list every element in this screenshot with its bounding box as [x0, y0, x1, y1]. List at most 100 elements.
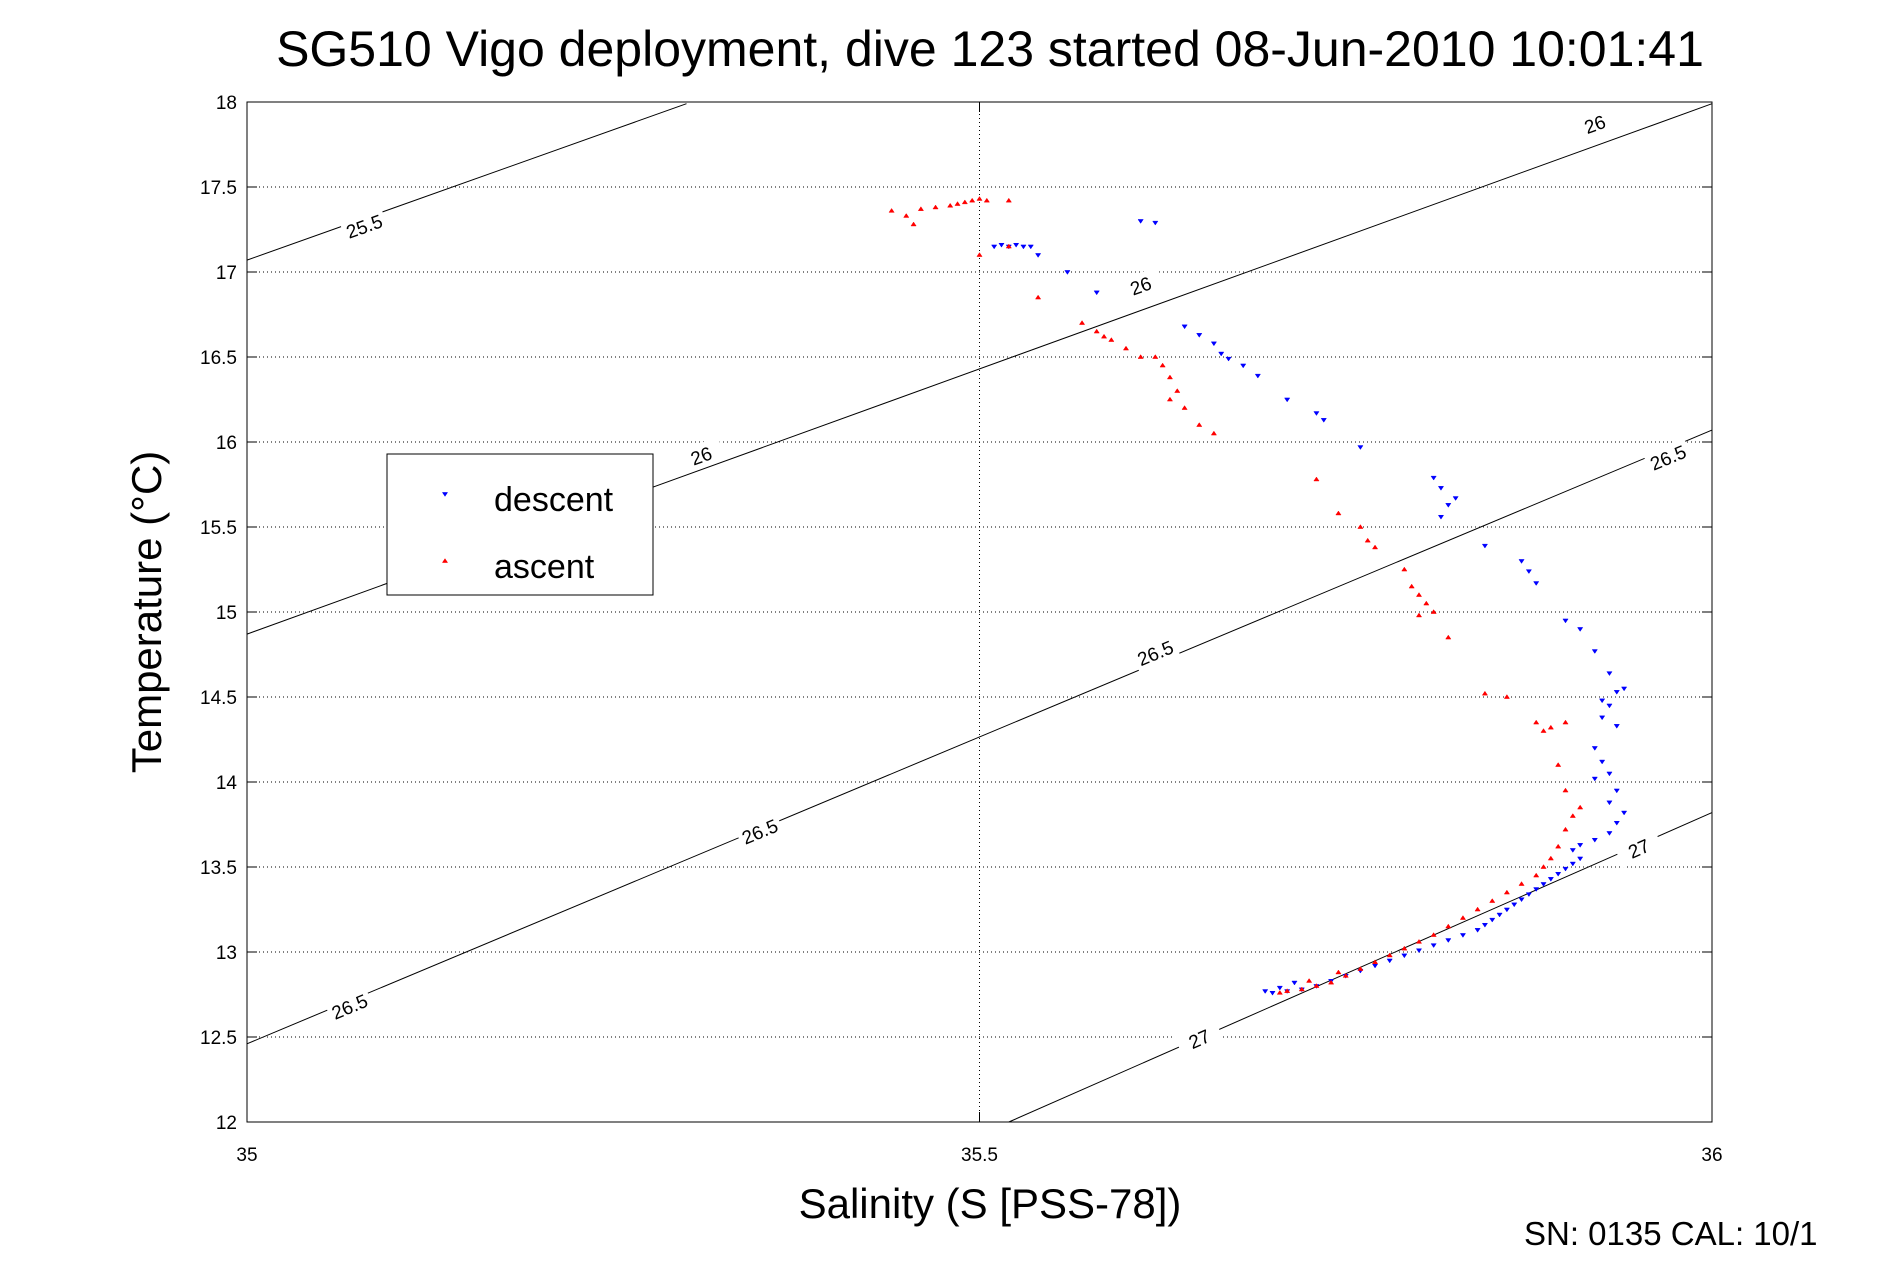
descent-data-point	[1430, 943, 1437, 948]
descent-data-point	[1555, 871, 1562, 877]
ascent-data-point	[969, 197, 976, 203]
descent-data-point	[1599, 698, 1606, 704]
descent-data-point	[1613, 820, 1620, 826]
ascent-data-point	[1342, 973, 1349, 978]
descent-data-point	[1599, 759, 1606, 765]
ascent-data-point	[1122, 345, 1130, 351]
ascent-data-point	[1174, 388, 1181, 393]
ascent-data-point	[903, 213, 910, 218]
descent-data-point	[1013, 242, 1020, 248]
descent-data-point	[1459, 933, 1467, 938]
descent-data-point	[1577, 627, 1584, 632]
descent-data-point	[1518, 897, 1525, 903]
descent-data-point	[1240, 363, 1247, 369]
contour-label-bg	[1174, 1018, 1225, 1059]
ascent-data-point	[1306, 978, 1313, 983]
descent-data-point	[1357, 445, 1364, 450]
ascent-data-point	[1335, 510, 1342, 516]
ascent-data-point	[1555, 843, 1562, 849]
ascent-data-point	[1423, 600, 1430, 606]
descent-data-point	[1284, 397, 1291, 403]
y-tick-label: 15	[216, 603, 237, 624]
descent-data-point	[1481, 922, 1488, 928]
descent-data-point	[1386, 958, 1393, 964]
ascent-data-point	[1562, 719, 1569, 725]
ascent-data-point	[1562, 826, 1569, 832]
descent-data-point	[1533, 887, 1540, 892]
ascent-data-point	[1035, 294, 1042, 300]
y-tick-label: 13	[216, 943, 237, 964]
legend-label-descent: descent	[494, 481, 614, 519]
descent-data-point	[1093, 290, 1100, 296]
y-tick-label: 16	[216, 433, 237, 454]
ascent-data-point	[954, 201, 961, 206]
ascent-data-point	[1562, 787, 1569, 793]
ascent-data-point	[1313, 983, 1320, 988]
y-axis-label: Temperature (°C)	[123, 451, 170, 774]
descent-data-point	[1591, 746, 1598, 751]
ascent-data-point	[1364, 537, 1371, 543]
ascent-data-point	[976, 196, 983, 201]
contour-label-bg	[676, 436, 726, 475]
descent-data-point	[1320, 418, 1327, 423]
density-contour-line	[246, 429, 1713, 1045]
ascent-data-point	[1328, 979, 1335, 985]
descent-data-point	[1218, 351, 1225, 357]
y-tick-label: 14.5	[200, 688, 237, 709]
calibration-footer: SN: 0135 CAL: 10/1	[1524, 1215, 1818, 1252]
ascent-data-point	[1533, 872, 1540, 878]
ascent-data-point	[1489, 898, 1496, 903]
descent-data-point	[1547, 877, 1554, 882]
descent-data-point	[1437, 514, 1445, 520]
contour-label-bg	[324, 986, 375, 1026]
ascent-data-point	[1357, 524, 1364, 529]
ascent-data-point	[1152, 354, 1159, 359]
descent-data-point	[1613, 690, 1620, 695]
ascent-data-point	[1445, 634, 1452, 640]
ascent-data-point	[1540, 864, 1547, 869]
descent-data-point	[1503, 907, 1510, 913]
descent-data-point	[1415, 948, 1423, 954]
ascent-data-point	[1445, 923, 1452, 929]
descent-data-point	[1254, 373, 1261, 379]
ascent-data-point	[1357, 966, 1364, 971]
y-tick-label: 15.5	[200, 518, 237, 539]
ascent-data-point	[1137, 354, 1144, 359]
y-tick-label: 12.5	[200, 1028, 237, 1049]
descent-data-point	[1152, 220, 1159, 226]
ascent-data-point	[983, 197, 990, 203]
descent-data-point	[1613, 788, 1620, 794]
descent-data-point	[1562, 618, 1569, 624]
descent-data-point	[1474, 928, 1481, 933]
descent-data-point	[1437, 486, 1445, 491]
density-contour-line	[246, 103, 687, 261]
y-tick-label: 16.5	[200, 348, 237, 369]
ascent-data-point	[1401, 945, 1408, 951]
descent-data-point	[1196, 333, 1203, 338]
descent-data-point	[1269, 990, 1276, 996]
contour-label-bg	[1570, 105, 1620, 143]
descent-data-point	[1181, 324, 1188, 330]
series-ascent	[888, 196, 1584, 995]
descent-data-point	[1452, 496, 1459, 501]
descent-data-point	[1606, 771, 1613, 777]
contour-label-bg	[339, 207, 389, 245]
descent-data-point	[1621, 810, 1628, 816]
ascent-data-point	[932, 204, 939, 210]
legend-box	[386, 453, 654, 596]
legend-label-ascent: ascent	[494, 548, 595, 586]
ascent-data-point	[1005, 197, 1012, 203]
ascent-data-point	[1005, 243, 1012, 249]
descent-data-point	[1291, 980, 1298, 986]
ascent-data-point	[1474, 906, 1481, 912]
chart-title: SG510 Vigo deployment, dive 123 started …	[276, 21, 1704, 77]
ascent-data-point	[1408, 583, 1415, 589]
ascent-data-point	[976, 252, 983, 257]
descent-data-point	[1064, 270, 1071, 275]
descent-data-point	[1540, 882, 1547, 887]
x-axis-label: Salinity (S [PSS-78])	[799, 1180, 1182, 1227]
y-tick-label: 17	[216, 263, 237, 284]
y-tick-label: 18	[216, 93, 237, 114]
ascent-data-point	[1430, 609, 1437, 614]
ascent-data-point	[1533, 719, 1540, 725]
